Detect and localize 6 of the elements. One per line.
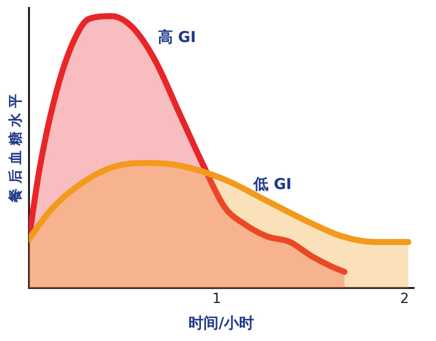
series-label: 高 GI — [158, 28, 196, 46]
x-tick-label: 2 — [400, 291, 410, 308]
x-axis-title: 时间/小时 — [188, 314, 254, 332]
x-tick-label: 1 — [212, 291, 222, 308]
y-axis-title: 餐 后 血 糖 水 平 — [7, 94, 24, 204]
series-label: 低 GI — [252, 174, 292, 193]
